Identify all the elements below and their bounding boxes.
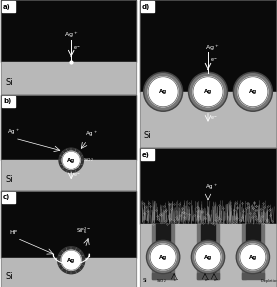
Bar	[1, 62, 136, 95]
Text: d): d)	[142, 3, 150, 9]
Bar	[260, 224, 264, 279]
Bar	[170, 224, 174, 279]
Circle shape	[191, 240, 225, 274]
Circle shape	[235, 74, 271, 110]
Bar	[1, 0, 136, 62]
Circle shape	[145, 74, 181, 110]
Bar	[140, 0, 276, 92]
Bar	[1, 95, 136, 191]
Bar	[1, 191, 136, 258]
Bar	[242, 224, 246, 279]
Text: Ag: Ag	[204, 89, 212, 94]
Text: e$^-$: e$^-$	[210, 114, 218, 122]
Text: Ag$^+$: Ag$^+$	[64, 30, 78, 40]
Text: HF: HF	[9, 230, 17, 235]
Bar	[215, 224, 219, 279]
Text: Ag: Ag	[67, 158, 75, 163]
Text: Ag$^+$: Ag$^+$	[7, 127, 20, 137]
Circle shape	[150, 244, 176, 270]
Text: Si: Si	[5, 272, 13, 281]
Circle shape	[61, 250, 81, 270]
Bar	[197, 224, 201, 279]
Circle shape	[236, 240, 270, 274]
Circle shape	[148, 242, 178, 272]
Bar	[197, 273, 219, 279]
Circle shape	[58, 247, 85, 274]
Text: Ag: Ag	[159, 255, 167, 259]
Text: e$^-$: e$^-$	[210, 56, 218, 64]
Bar	[140, 148, 276, 287]
Text: Ag: Ag	[67, 258, 75, 263]
Circle shape	[193, 77, 223, 107]
Text: e$^-$: e$^-$	[73, 44, 81, 52]
Text: Si: Si	[5, 175, 13, 184]
Text: e$^-$: e$^-$	[73, 172, 81, 179]
Text: Si: Si	[6, 78, 14, 87]
Circle shape	[147, 240, 180, 274]
Bar	[1, 160, 136, 191]
Text: Ag$^+$: Ag$^+$	[205, 43, 219, 53]
Bar	[152, 224, 156, 279]
Circle shape	[59, 148, 83, 172]
Text: e$^-$: e$^-$	[213, 277, 220, 284]
Bar	[140, 224, 276, 287]
Circle shape	[193, 242, 223, 272]
Text: Ag: Ag	[249, 89, 257, 94]
Text: e): e)	[142, 152, 150, 158]
Circle shape	[238, 242, 268, 272]
Circle shape	[238, 77, 268, 107]
Circle shape	[234, 72, 272, 111]
Circle shape	[240, 244, 266, 270]
Circle shape	[62, 151, 80, 169]
Bar	[152, 273, 174, 279]
Text: SiO$_2$: SiO$_2$	[83, 156, 94, 164]
Circle shape	[143, 72, 183, 111]
Bar	[141, 149, 154, 160]
Text: SiO$_2$: SiO$_2$	[156, 277, 166, 285]
Bar	[1, 258, 136, 287]
Bar	[1, 191, 136, 287]
Text: Si: Si	[143, 278, 147, 283]
Text: SiF$_6^{2-}$: SiF$_6^{2-}$	[76, 225, 92, 236]
Circle shape	[148, 77, 178, 107]
Bar	[156, 224, 170, 275]
Bar	[2, 96, 15, 107]
Bar	[140, 0, 276, 148]
Text: Ag: Ag	[204, 255, 212, 259]
Text: Ag$^+$: Ag$^+$	[205, 183, 218, 193]
Bar	[201, 224, 215, 275]
Text: Ag: Ag	[249, 255, 257, 259]
Bar	[141, 1, 154, 12]
Bar	[2, 1, 15, 12]
Text: c): c)	[3, 195, 10, 201]
Bar	[1, 0, 136, 95]
Bar	[140, 148, 276, 224]
Text: Depletion layer: Depletion layer	[261, 279, 277, 283]
Bar	[140, 92, 276, 148]
Bar	[2, 192, 15, 203]
Bar	[246, 224, 260, 275]
Bar	[1, 95, 136, 160]
Circle shape	[195, 244, 221, 270]
Text: b): b)	[3, 98, 11, 104]
Text: Ag: Ag	[159, 89, 167, 94]
Circle shape	[189, 72, 227, 111]
Text: e$^-$: e$^-$	[204, 277, 211, 284]
Text: e$^-$: e$^-$	[173, 277, 180, 284]
Text: a): a)	[3, 3, 11, 9]
Text: Si: Si	[144, 131, 152, 140]
Circle shape	[190, 74, 226, 110]
Text: Ag$^+$: Ag$^+$	[85, 129, 98, 139]
Bar	[242, 273, 264, 279]
